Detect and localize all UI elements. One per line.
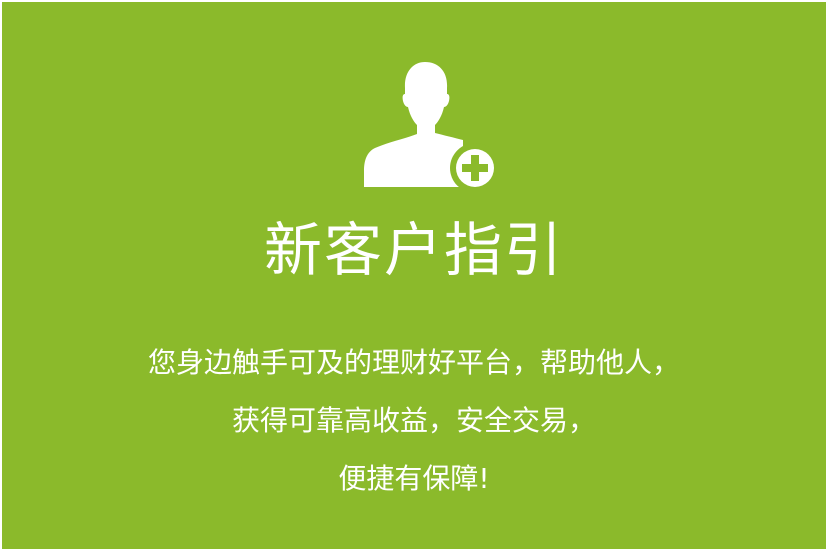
description-line-1: 您身边触手可及的理财好平台，帮助他人， <box>147 346 680 379</box>
description-line-2: 获得可靠高收益，安全交易， <box>231 404 596 437</box>
add-user-icon <box>363 58 503 193</box>
page-title: 新客户指引 <box>263 216 564 284</box>
guide-description: 您身边触手可及的理财好平台，帮助他人， 获得可靠高收益，安全交易， 便捷有保障! <box>2 334 826 508</box>
description-line-3: 便捷有保障! <box>338 462 490 495</box>
